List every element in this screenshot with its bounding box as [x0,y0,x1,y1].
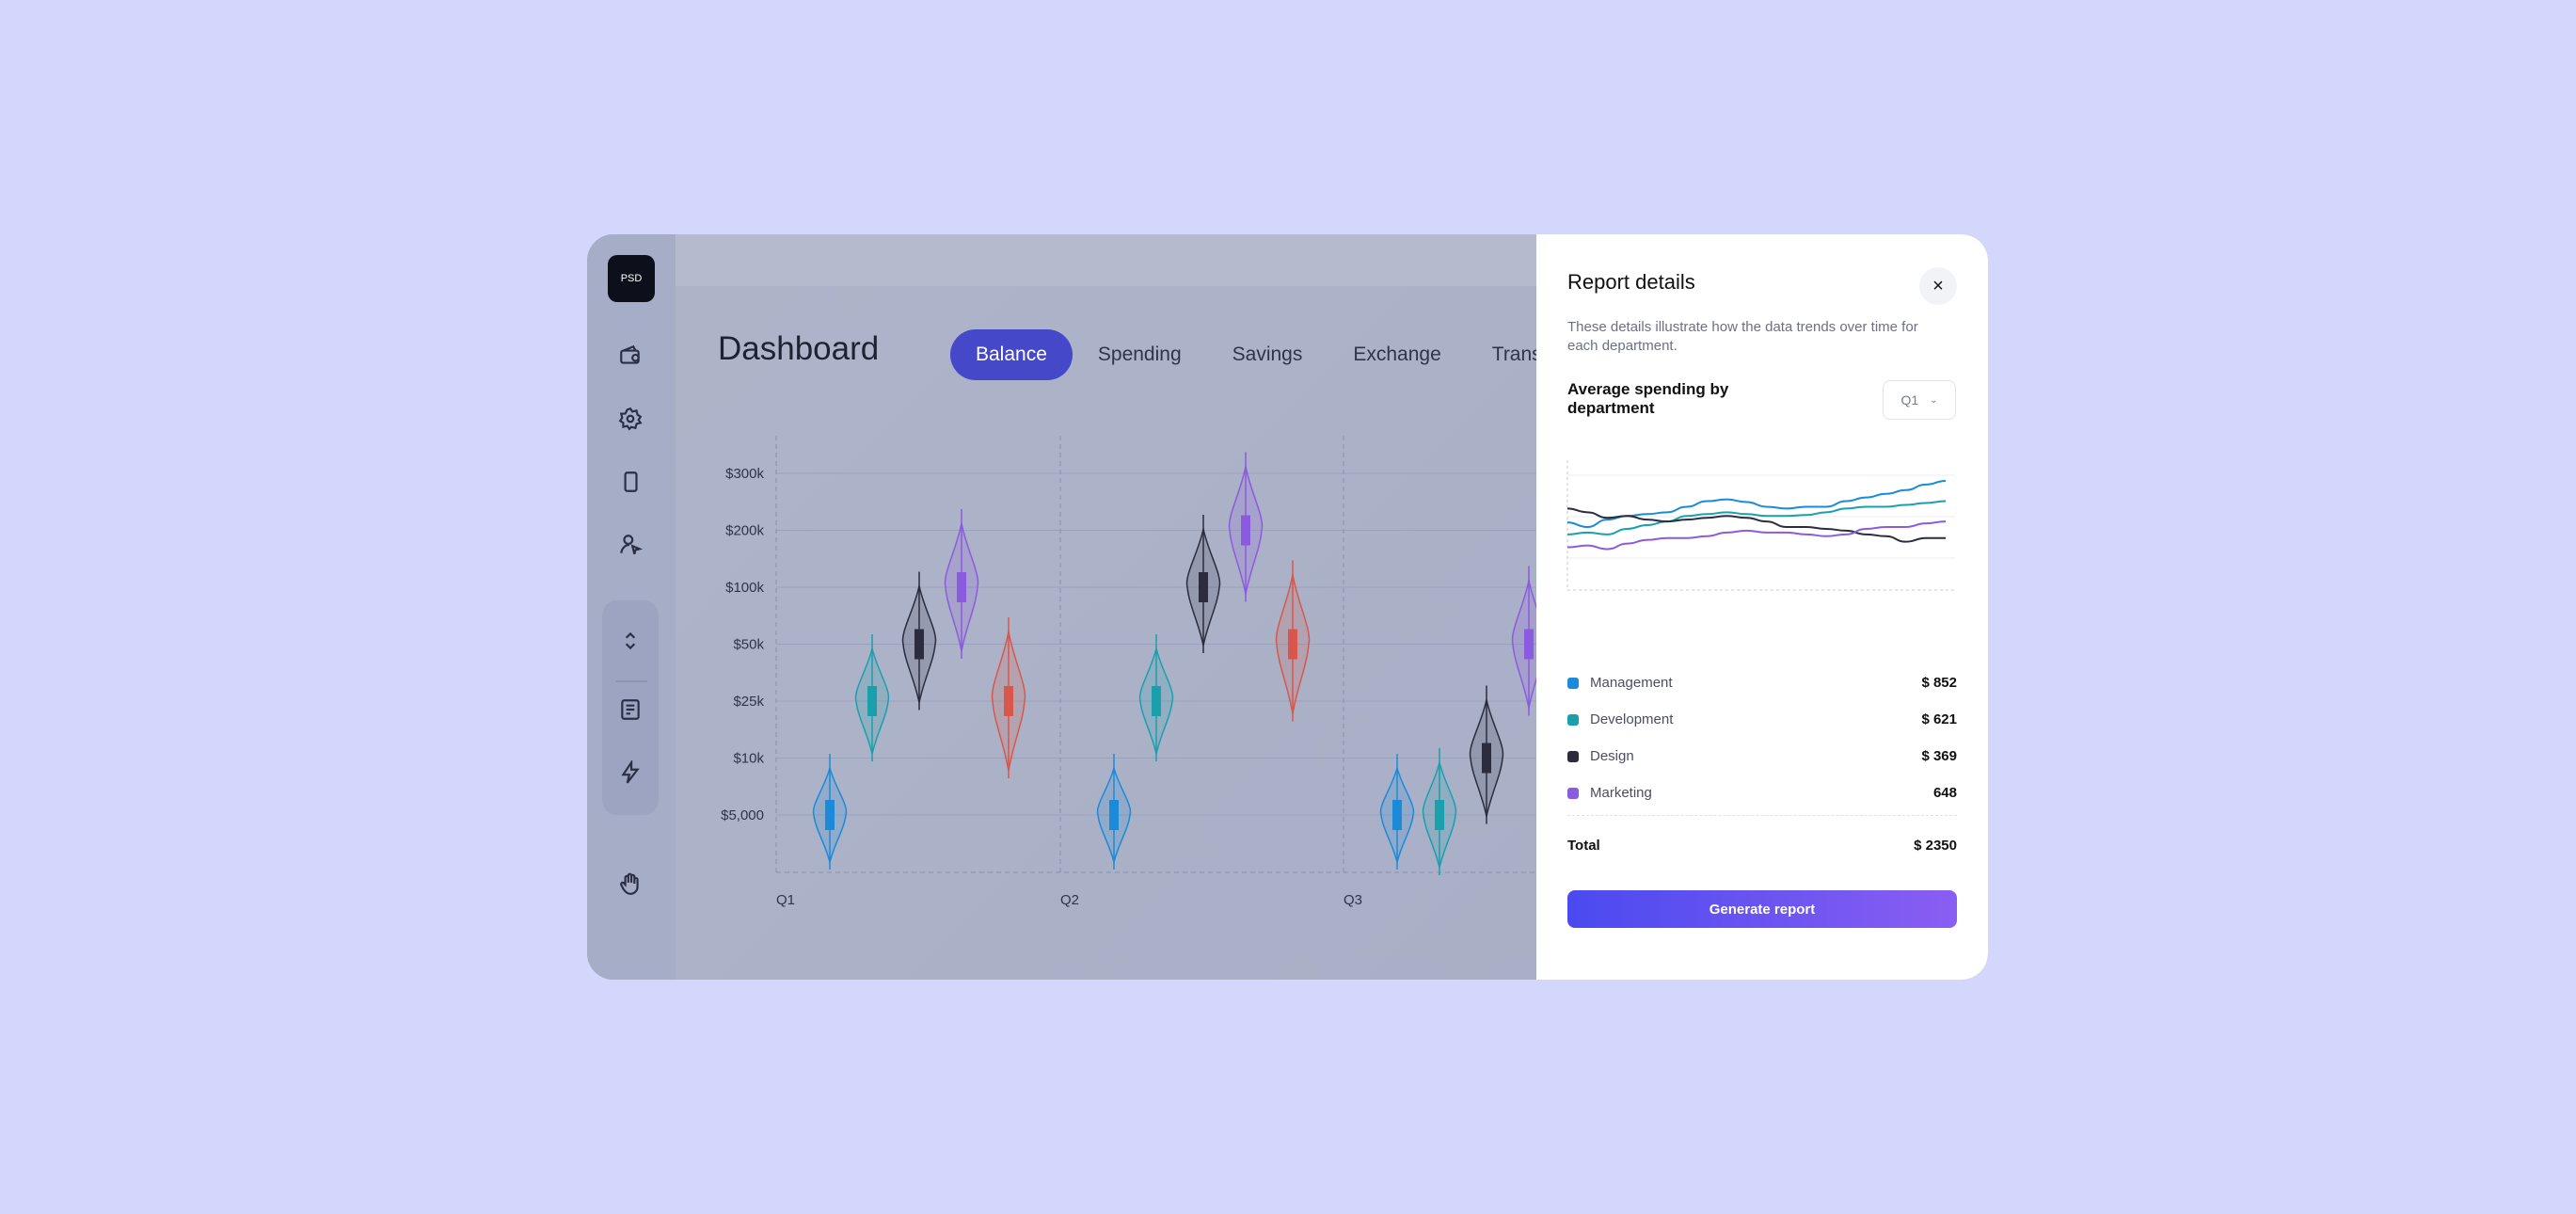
sidebar-divider [615,680,647,682]
chart-title: Average spending by department [1567,380,1729,417]
generate-report-button[interactable]: Generate report [1567,890,1957,928]
user-pointer-icon[interactable] [616,531,644,559]
x-tick-label: Q2 [1060,892,1079,908]
violin-box [914,629,924,660]
legend-value: $ 852 [1921,675,1957,691]
x-tick-label: Q3 [1344,892,1362,908]
page-title: Dashboard [718,330,880,367]
legend-value: $ 621 [1921,711,1957,727]
y-tick-label: $200k [725,523,764,539]
y-tick-label: $100k [725,580,764,596]
tab-transactions[interactable]: Trans [1491,343,1542,365]
total-value: $ 2350 [1914,838,1957,854]
legend-swatch [1567,750,1579,762]
violin-box [1152,686,1161,716]
wallet-icon[interactable] [616,342,644,370]
app-window: PSD Dashboard Balance [587,234,1988,980]
divider [1567,815,1957,816]
legend-swatch [1567,713,1579,726]
legend-label: Marketing [1590,785,1652,801]
violin-box [825,800,835,830]
y-tick-label: $5,000 [721,807,764,823]
panel-description: These details illustrate how the data tr… [1567,319,1918,354]
legend-swatch [1567,787,1579,799]
total-label: Total [1567,838,1600,854]
logo[interactable]: PSD [608,255,655,302]
violin-box [1524,629,1534,660]
legend-value: 648 [1932,785,1957,801]
y-tick-label: $50k [733,637,764,653]
legend-label: Development [1590,711,1674,727]
violin-box [1004,686,1013,716]
legend-item: Design $ 369 [1567,738,1957,775]
legend-label: Design [1590,748,1634,764]
violin-box [1199,572,1208,602]
violin-box [867,686,877,716]
tab-savings[interactable]: Savings [1232,343,1303,365]
y-tick-label: $25k [733,694,764,710]
total-row: Total $ 2350 [1567,838,1957,856]
legend-value: $ 369 [1921,748,1957,764]
legend: Management $ 852 Development $ 621 Desig… [1567,664,1957,811]
violin-box [1109,800,1119,830]
y-tick-label: $300k [725,466,764,482]
legend-swatch [1567,677,1579,689]
tab-balance[interactable]: Balance [950,329,1073,380]
lightning-icon[interactable] [616,759,644,787]
violin-box [1482,743,1491,774]
tab-spending[interactable]: Spending [1097,343,1182,365]
violin-box [1392,800,1402,830]
series-line [1566,507,1946,543]
chevron-down-icon: ⌄ [1930,394,1938,406]
sidebar: PSD [587,234,676,980]
receipt-icon[interactable] [616,695,644,724]
hand-icon[interactable] [616,870,644,898]
phone-icon[interactable] [616,468,644,496]
violin-box [957,572,966,602]
violin-box [1435,800,1444,830]
close-button[interactable]: × [1919,267,1957,305]
tab-bar: Balance Spending Savings Exchange Trans [950,329,1567,380]
legend-item: Marketing 648 [1567,775,1957,811]
violin-box [1288,629,1297,660]
legend-item: Development $ 621 [1567,701,1957,738]
quarter-select[interactable]: Q1 ⌄ [1883,380,1956,420]
panel-title: Report details [1567,270,1695,294]
report-details-panel: Report details × These details illustrat… [1536,234,1988,980]
legend-item: Management $ 852 [1567,664,1957,701]
tab-exchange[interactable]: Exchange [1353,343,1441,365]
line-chart [1566,460,1955,591]
legend-label: Management [1590,675,1673,691]
close-icon: × [1932,275,1944,296]
y-tick-label: $10k [733,751,764,767]
violin-box [1241,515,1250,546]
quarter-select-value: Q1 [1900,392,1919,407]
settings-icon[interactable] [616,405,644,433]
sort-icon[interactable] [616,627,644,655]
x-tick-label: Q1 [776,892,795,908]
series-line [1566,520,1947,551]
series-line [1566,500,1947,535]
